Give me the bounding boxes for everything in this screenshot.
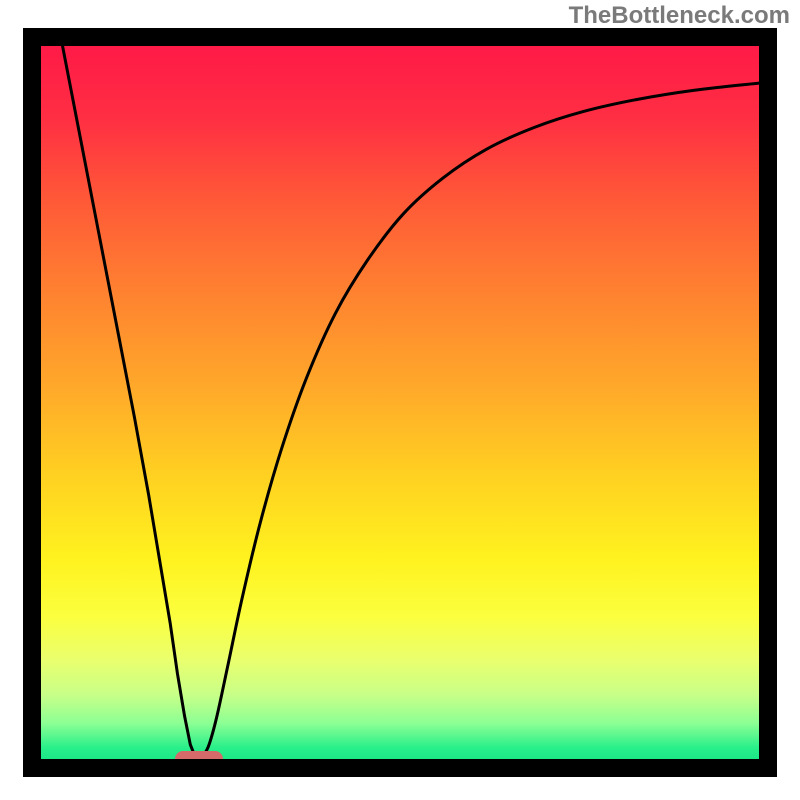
bottleneck-curve (41, 46, 759, 759)
optimal-marker (175, 751, 223, 759)
curve-path (63, 46, 759, 759)
watermark-text: TheBottleneck.com (569, 2, 790, 30)
plot-area (41, 46, 759, 759)
chart-container: { "canvas": { "width": 800, "height": 80… (0, 0, 800, 800)
